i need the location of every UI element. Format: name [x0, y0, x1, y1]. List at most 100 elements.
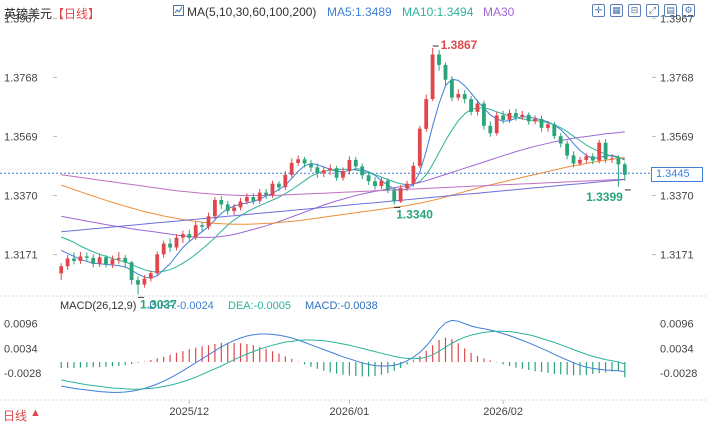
- candle-body: [110, 259, 115, 265]
- candle-body: [571, 155, 576, 164]
- low-annotation: 1.3399: [586, 190, 623, 204]
- candle-body: [622, 164, 627, 175]
- ma5-value: MA5:1.3489: [327, 5, 392, 19]
- candle-body: [181, 234, 185, 238]
- candle-body: [443, 64, 448, 80]
- candle-body: [97, 257, 102, 264]
- macd-title[interactable]: MACD(26,12,9): [60, 300, 137, 312]
- y-tick-label-right: 1.3569: [660, 131, 694, 143]
- macd-dea-value: DEA:-0.0005: [228, 300, 291, 312]
- low-annotation: 1.3340: [396, 207, 433, 221]
- x-tick-label: 2025/12: [169, 406, 209, 418]
- candle-body: [104, 257, 108, 265]
- ma-settings-label[interactable]: MA(5,10,30,60,100,200): [187, 5, 317, 19]
- candle-body: [501, 115, 505, 120]
- candle-body: [488, 125, 493, 134]
- y-tick-label-left: 1.3967: [4, 13, 38, 25]
- candle-body: [392, 190, 397, 202]
- settings-icon[interactable]: ⚙: [682, 4, 695, 17]
- y-tick-label-right: 1.3171: [660, 250, 694, 262]
- candle-body: [123, 257, 128, 263]
- period-label[interactable]: 【日线】: [52, 7, 101, 21]
- ma-line-ma30: [61, 131, 625, 238]
- candle-body: [366, 175, 371, 182]
- candle-body: [129, 262, 134, 281]
- candle-body: [565, 143, 569, 156]
- macd-diff-line: [61, 319, 625, 393]
- candle-body: [296, 159, 300, 163]
- macd-hist-value: MACD:-0.0038: [305, 300, 378, 312]
- candle-body: [142, 278, 147, 285]
- candle-body: [437, 54, 441, 65]
- candle-body: [65, 258, 70, 267]
- macd-y-tick-label-right: 0.0034: [660, 343, 694, 355]
- indicator-chart-icon[interactable]: [173, 5, 184, 16]
- candle-body: [136, 280, 140, 285]
- period-switch-label: 日线: [3, 409, 28, 423]
- macd-y-tick-label-right: 0.0096: [660, 319, 694, 331]
- candle-body: [187, 234, 192, 238]
- grid-icon[interactable]: ▦: [610, 4, 623, 17]
- candle-body: [578, 159, 582, 164]
- candle-body: [321, 170, 326, 174]
- candle-body: [610, 158, 614, 160]
- zoom-icon[interactable]: ⊟: [628, 4, 641, 17]
- y-tick-label-right: 1.3370: [660, 191, 694, 203]
- chart-header: 英镑美元 【日线】 MA(5,10,30,60,100,200) MA5:1.3…: [0, 0, 707, 24]
- candle-body: [450, 79, 454, 98]
- y-tick-label-right: 1.3768: [660, 72, 694, 84]
- candle-body: [72, 258, 76, 261]
- candle-body: [78, 256, 83, 261]
- candle-body: [200, 225, 204, 227]
- layout-icon[interactable]: ▤: [664, 4, 677, 17]
- candle-body: [526, 114, 531, 122]
- candle-body: [405, 183, 409, 189]
- candle-body: [558, 136, 563, 144]
- candle-body: [232, 207, 236, 211]
- candle-body: [424, 99, 429, 129]
- last-price-value: 1.3445: [656, 168, 690, 180]
- candle-body: [616, 158, 621, 165]
- y-tick-label-left: 1.3171: [4, 250, 38, 262]
- candle-body: [264, 192, 268, 195]
- candle-body: [520, 114, 525, 117]
- candle-body: [475, 103, 480, 112]
- candle-body: [469, 99, 473, 112]
- candle-body: [283, 174, 288, 188]
- y-tick-label-right: 1.3967: [660, 13, 694, 25]
- high-annotation: 1.3867: [441, 38, 478, 52]
- candle-body: [155, 254, 160, 274]
- x-tick-label: 2026/02: [483, 406, 523, 418]
- ma30-value: MA30: [483, 5, 515, 19]
- candle-body: [398, 188, 403, 202]
- candle-body: [219, 200, 224, 205]
- low-annotation: 1.3037: [140, 297, 177, 311]
- macd-header: MACD(26,12,9) DIFF:-0.0024 DEA:-0.0005 M…: [0, 298, 650, 314]
- last-price-box: 1.3445: [651, 167, 703, 182]
- candle-body: [334, 168, 339, 178]
- period-switch-button[interactable]: 日线 ▲: [0, 403, 56, 423]
- candle-body: [302, 159, 307, 164]
- candle-body: [590, 156, 595, 161]
- candle-body: [168, 243, 172, 248]
- candle-body: [533, 118, 537, 122]
- candle-body: [161, 243, 166, 255]
- candle-body: [411, 165, 416, 184]
- candle-body: [116, 257, 121, 260]
- candle-body: [430, 54, 435, 99]
- candle-body: [584, 156, 589, 160]
- candle-body: [552, 124, 557, 137]
- candle-body: [373, 181, 377, 186]
- candle-body: [360, 166, 365, 176]
- ma-line-ma200: [61, 179, 625, 233]
- fullscreen-icon[interactable]: ⤢: [646, 4, 659, 17]
- crosshair-icon[interactable]: ✛: [592, 4, 605, 17]
- candle-body: [309, 163, 313, 168]
- y-tick-label-left: 1.3569: [4, 131, 38, 143]
- candle-body: [238, 201, 243, 208]
- candle-body: [174, 237, 179, 248]
- x-tick-label: 2026/01: [330, 406, 370, 418]
- candle-body: [597, 142, 602, 161]
- y-tick-label-left: 1.3768: [4, 72, 38, 84]
